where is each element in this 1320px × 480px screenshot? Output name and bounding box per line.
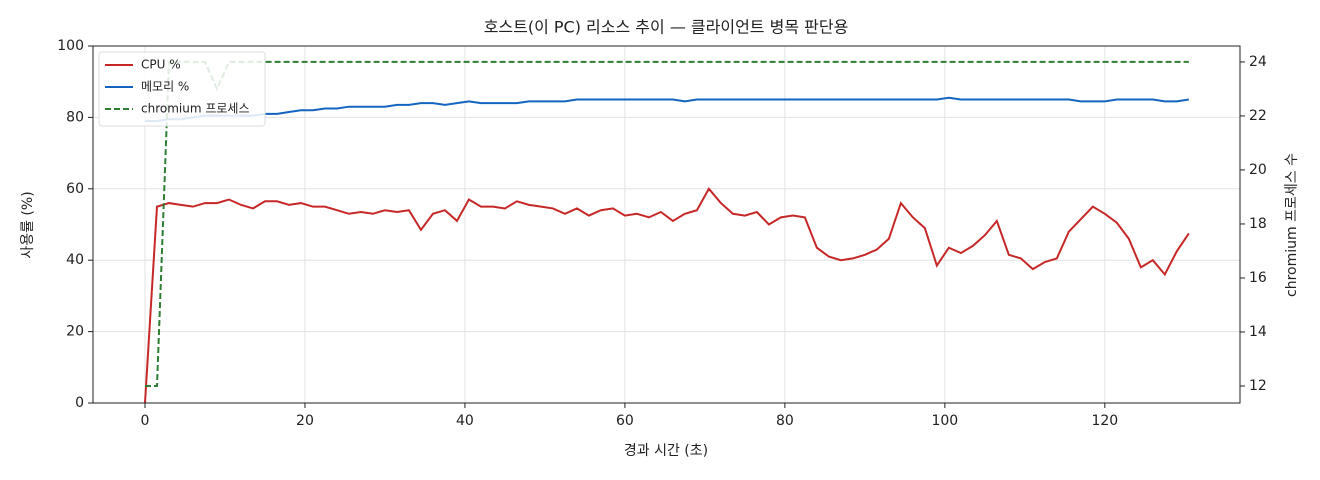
y-tick-label: 80	[66, 109, 84, 125]
legend-label: chromium 프로세스	[141, 102, 250, 116]
legend-box	[98, 51, 266, 127]
data-line	[144, 60, 1189, 387]
x-axis-label: 경과 시간 (초)	[624, 443, 708, 459]
y-tick-label: 100	[57, 38, 84, 54]
data-line	[143, 187, 1190, 403]
x-tick-label: 20	[296, 413, 314, 429]
y2-tick-label: 24	[1249, 54, 1267, 70]
x-tick-label: 120	[1091, 413, 1118, 429]
y-tick-label: 40	[66, 252, 84, 268]
y-tick-label: 60	[66, 181, 84, 197]
x-tick-label: 80	[776, 413, 794, 429]
x-tick-label: 0	[141, 413, 150, 429]
plot-frame	[92, 45, 1241, 404]
y2-tick-label: 14	[1249, 324, 1267, 340]
x-tick-label: 100	[931, 413, 958, 429]
y2-tick-label: 18	[1249, 216, 1267, 232]
y2-tick-label: 12	[1249, 378, 1267, 394]
x-tick-label: 40	[456, 413, 474, 429]
legend-label: CPU %	[141, 58, 181, 72]
y2-tick-label: 16	[1249, 270, 1267, 286]
y-tick-label: 20	[66, 324, 84, 340]
x-tick-label: 60	[616, 413, 634, 429]
data-line	[144, 96, 1189, 122]
legend-label: 메모리 %	[141, 80, 189, 94]
chart-title: 호스트(이 PC) 리소스 추이 — 클라이언트 병목 판단용	[484, 18, 849, 37]
y-tick-label: 0	[75, 395, 84, 411]
y2-tick-label: 22	[1249, 108, 1267, 124]
y-axis-label: 사용률 (%)	[20, 191, 36, 258]
y2-axis-label: chromium 프로세스 수	[1284, 153, 1300, 297]
y2-tick-label: 20	[1249, 162, 1267, 178]
